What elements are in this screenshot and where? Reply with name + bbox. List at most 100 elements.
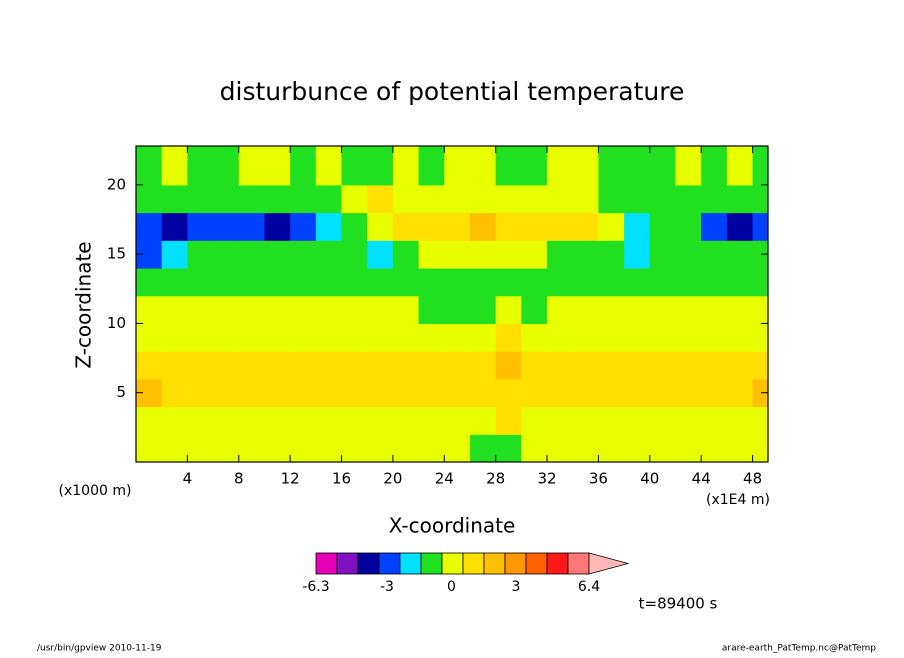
- contour-cell: [136, 267, 163, 297]
- contour-cell: [213, 212, 240, 241]
- contour-cell: [726, 184, 754, 214]
- contour-cell: [701, 406, 728, 435]
- contour-cell: [521, 434, 548, 462]
- contour-cell: [187, 323, 214, 352]
- contour-cell: [290, 295, 317, 325]
- contour-cell: [136, 146, 163, 186]
- contour-cell: [444, 434, 471, 462]
- contour-cell: [444, 212, 471, 241]
- contour-cell: [392, 240, 420, 269]
- contour-cell: [547, 184, 574, 214]
- contour-cell: [701, 351, 728, 380]
- contour-cell: [572, 378, 600, 408]
- contour-cell: [213, 146, 240, 186]
- annotation: t=89400 s: [639, 595, 718, 613]
- contour-cell: [701, 323, 728, 352]
- contour-cell: [598, 434, 625, 462]
- contour-cell: [238, 351, 266, 380]
- contour-cell: [392, 378, 420, 408]
- contour-cell: [444, 240, 471, 269]
- contour-cell: [521, 378, 548, 408]
- footer-right: arare-earth_PatTemp.nc@PatTemp: [722, 644, 876, 654]
- contour-cell: [675, 295, 702, 325]
- contour-cell: [521, 184, 548, 214]
- contour-cell: [469, 184, 497, 214]
- contour-cell: [136, 351, 163, 380]
- contour-cell: [547, 295, 574, 325]
- contour-cell: [726, 295, 754, 325]
- contour-cell: [598, 378, 625, 408]
- contour-cell: [495, 267, 522, 297]
- contour-cell: [341, 406, 368, 435]
- contour-cell: [547, 434, 574, 462]
- contour-cell: [547, 212, 574, 241]
- contour-cell: [726, 240, 754, 269]
- contour-cell: [444, 146, 471, 186]
- contour-cell: [469, 295, 497, 325]
- contour-cell: [315, 295, 343, 325]
- colorbar-extend: [588, 552, 630, 575]
- contour-cell: [238, 240, 266, 269]
- contour-cell: [290, 323, 317, 352]
- contour-cell: [187, 146, 214, 186]
- contour-cell: [572, 184, 600, 214]
- contour-cell: [161, 212, 188, 241]
- contour-cell: [752, 212, 768, 241]
- contour-cell: [238, 406, 266, 435]
- contour-cell: [315, 378, 343, 408]
- contour-cell: [726, 406, 754, 435]
- contour-cell: [238, 434, 266, 462]
- contour-cell: [649, 146, 677, 186]
- contour-cell: [598, 351, 625, 380]
- footer-left: /usr/bin/gpview 2010-11-19: [37, 644, 162, 654]
- colorbar-box: [378, 552, 401, 575]
- contour-cell: [701, 212, 728, 241]
- contour-cell: [290, 240, 317, 269]
- contour-cell: [624, 184, 651, 214]
- contour-cell: [238, 146, 266, 186]
- colorbar-box: [525, 552, 548, 575]
- contour-cell: [367, 406, 394, 435]
- contour-cell: [572, 295, 600, 325]
- contour-cell: [367, 351, 394, 380]
- contour-cell: [315, 184, 343, 214]
- contour-cell: [521, 240, 548, 269]
- contour-cell: [367, 295, 394, 325]
- contour-cell: [213, 295, 240, 325]
- contour-cell: [598, 240, 625, 269]
- contour-cell: [264, 434, 291, 462]
- colorbar-tick-label: -3: [380, 579, 394, 595]
- contour-cell: [675, 146, 702, 186]
- contour-cell: [726, 323, 754, 352]
- contour-cell: [649, 378, 677, 408]
- contour-cell: [649, 295, 677, 325]
- y-tick-label: 20: [107, 175, 126, 193]
- contour-cell: [161, 406, 188, 435]
- x-tick-label: 16: [332, 470, 351, 488]
- y-unit: (x1000 m): [59, 483, 132, 499]
- contour-cell: [469, 240, 497, 269]
- contour-cell: [444, 184, 471, 214]
- contour-cell: [418, 378, 445, 408]
- contour-cell: [726, 434, 754, 462]
- contour-cell: [675, 240, 702, 269]
- contour-cell: [547, 378, 574, 408]
- colorbar-tick-label: 3: [511, 579, 520, 595]
- contour-cell: [521, 351, 548, 380]
- contour-cell: [469, 434, 497, 462]
- contour-cell: [469, 323, 497, 352]
- contour-cell: [264, 351, 291, 380]
- x-tick-label: 28: [486, 470, 505, 488]
- contour-cell: [547, 351, 574, 380]
- contour-cell: [752, 146, 768, 186]
- contour-cell: [444, 295, 471, 325]
- contour-cell: [547, 146, 574, 186]
- contour-cell: [187, 184, 214, 214]
- x-unit: (x1E4 m): [706, 492, 770, 508]
- contour-cell: [264, 267, 291, 297]
- x-axis-label: X-coordinate: [389, 514, 516, 538]
- contour-cell: [495, 406, 522, 435]
- contour-cell: [624, 267, 651, 297]
- contour-cell: [752, 434, 768, 462]
